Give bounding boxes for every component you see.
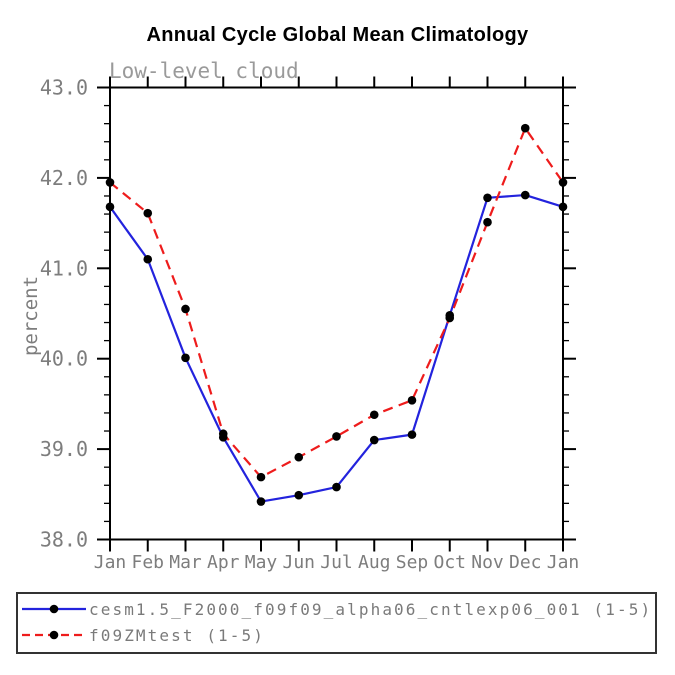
x-tick-label: Apr: [207, 552, 240, 573]
chart-subtitle: Low-level cloud: [109, 59, 299, 83]
x-tick-label: Sep: [396, 552, 429, 573]
data-point-marker-series-1: [332, 432, 341, 441]
data-point-marker-series-1: [558, 178, 568, 187]
data-point-marker-series-0: [181, 353, 190, 363]
data-point-marker-series-0: [332, 482, 341, 492]
data-point-marker-series-1: [520, 123, 530, 133]
data-point-marker-series-1: [369, 410, 379, 420]
data-point-marker-series-0: [143, 254, 153, 264]
x-tick-label: Mar: [169, 552, 202, 573]
data-point-marker-series-1: [105, 178, 115, 187]
x-tick-label: Jan: [94, 552, 127, 573]
data-point-marker-series-0: [407, 430, 417, 439]
data-point-marker-series-1: [294, 452, 304, 462]
data-point-marker-series-0: [294, 490, 304, 500]
data-point-marker-series-1: [181, 304, 190, 314]
y-tick-label: 38.0: [40, 528, 88, 552]
plot-border: [109, 86, 564, 541]
data-point-marker-series-0: [483, 193, 492, 203]
legend-item-cesm: cesm1.5_F2000_f09f09_alpha06_cntlexp06_0…: [21, 596, 655, 622]
series-line-0: [109, 193, 564, 503]
data-point-marker-series-0: [558, 202, 568, 212]
data-point-marker-series-0: [256, 497, 266, 506]
x-tick-label: Jun: [282, 552, 315, 573]
data-point-marker-series-1: [218, 429, 228, 439]
legend-sample-marker: [49, 604, 59, 614]
x-tick-label: Jan: [547, 552, 580, 573]
data-point-marker-series-1: [143, 208, 153, 218]
legend-sample-marker: [49, 630, 59, 640]
data-point-marker-series-0: [520, 190, 530, 200]
x-tick-label: Oct: [433, 552, 466, 573]
legend-label-cesm: cesm1.5_F2000_f09f09_alpha06_cntlexp06_0…: [89, 599, 653, 619]
x-tick-label: Jul: [320, 552, 353, 573]
x-tick-label: Aug: [358, 552, 391, 573]
data-point-marker-series-1: [483, 217, 492, 227]
legend-label-f09zmtest: f09ZMtest (1-5): [89, 625, 265, 645]
legend-item-f09zmtest: f09ZMtest (1-5): [21, 622, 655, 648]
data-point-marker-series-1: [256, 472, 266, 482]
legend-line-sample-blue: [21, 598, 87, 620]
chart-title: Annual Cycle Global Mean Climatology: [146, 24, 529, 46]
y-tick-label: 41.0: [40, 256, 88, 280]
y-tick-label: 40.0: [40, 347, 88, 371]
y-tick-label: 39.0: [40, 437, 88, 461]
data-point-marker-series-0: [105, 202, 115, 212]
series-line-1: [109, 127, 564, 479]
data-point-marker-series-1: [407, 395, 417, 405]
data-point-marker-series-0: [369, 435, 379, 445]
data-point-marker-series-1: [445, 313, 455, 323]
x-tick-label: Dec: [509, 552, 542, 573]
y-tick-label: 43.0: [40, 76, 88, 100]
y-tick-label: 42.0: [40, 166, 88, 190]
legend-line-sample-red: [21, 624, 87, 646]
x-tick-label: Feb: [131, 552, 164, 573]
x-tick-label: Nov: [471, 552, 504, 573]
x-tick-label: May: [245, 552, 278, 573]
legend-box: cesm1.5_F2000_f09f09_alpha06_cntlexp06_0…: [16, 592, 657, 654]
